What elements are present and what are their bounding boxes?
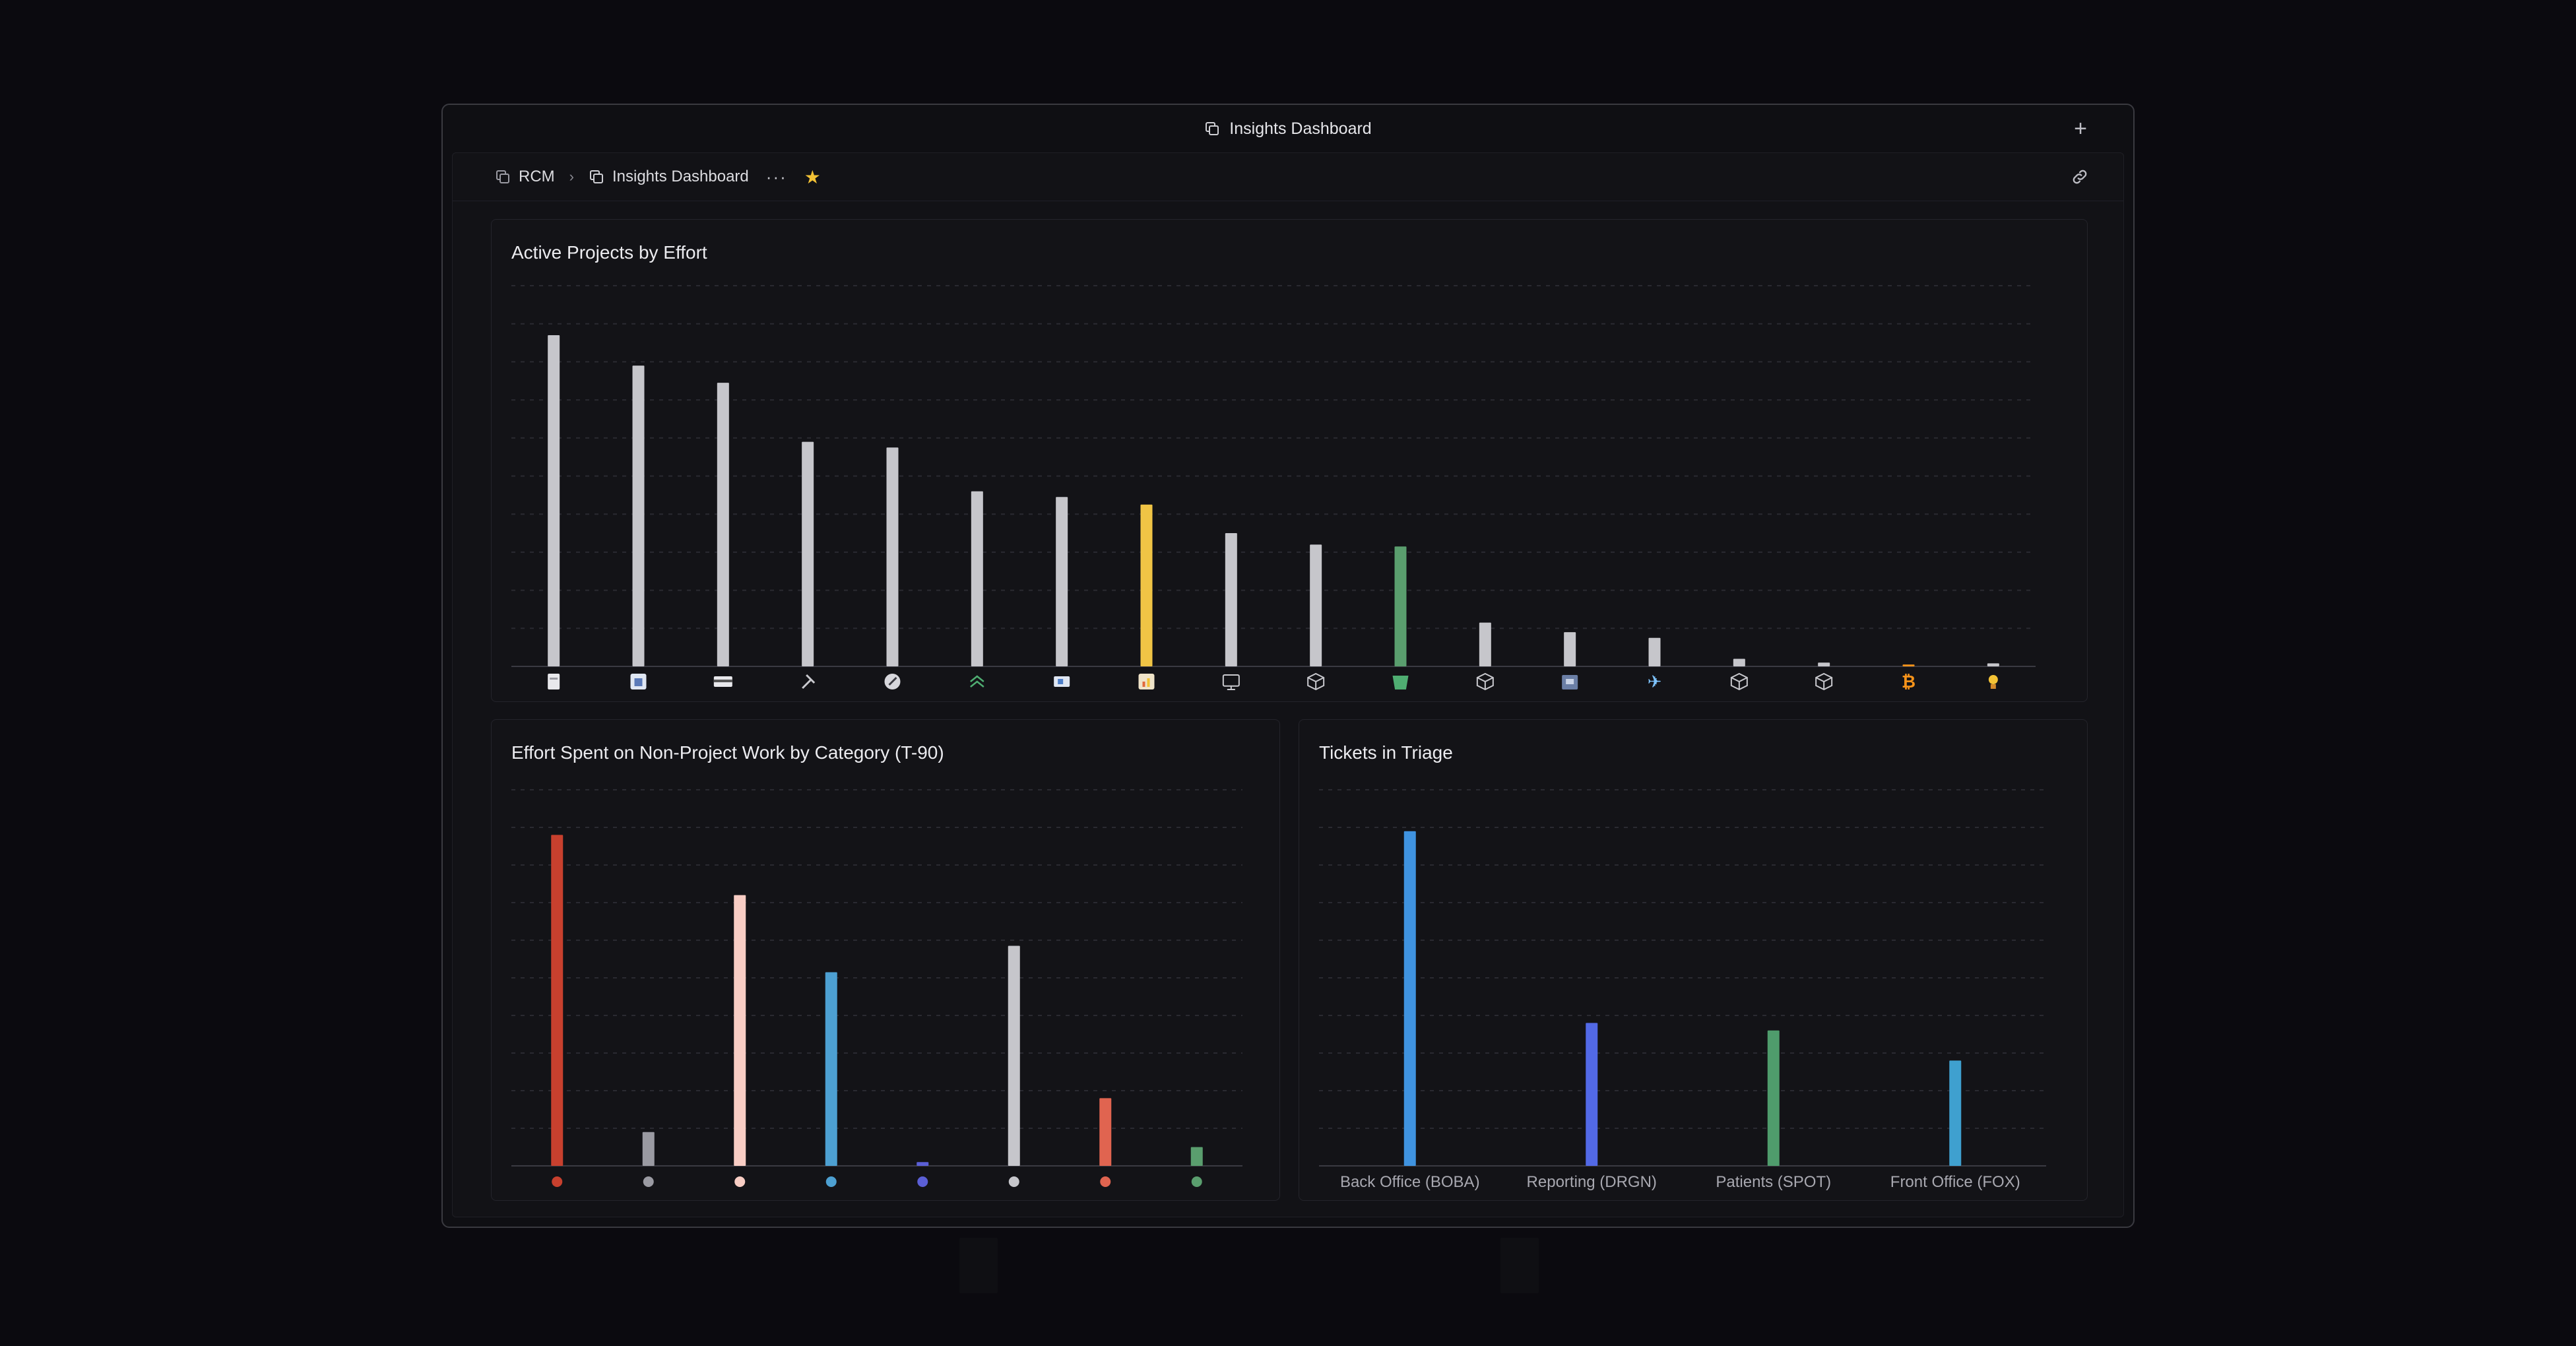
bar[interactable]: [1733, 658, 1745, 666]
bar[interactable]: [1008, 945, 1020, 1166]
calendar-icon: [630, 674, 647, 689]
breadcrumb-current-label: Insights Dashboard: [612, 168, 749, 185]
monitor-stand-right: [1500, 1238, 1539, 1293]
cube-icon: [1307, 672, 1325, 691]
building-icon: [1562, 675, 1578, 689]
category-dot: [917, 1176, 928, 1187]
category-dot: [552, 1176, 563, 1187]
bar[interactable]: [1394, 546, 1407, 666]
new-tab-button[interactable]: +: [2074, 116, 2087, 141]
cube-icon: [1815, 672, 1833, 691]
id-card-icon: [1054, 676, 1070, 687]
cube-icon: [1476, 672, 1494, 691]
x-tick-label: Back Office (BOBA): [1340, 1173, 1480, 1191]
chart-icon: [1138, 674, 1155, 689]
chevrons-up-icon: [970, 675, 984, 688]
bar[interactable]: [825, 972, 837, 1166]
chart-title: Active Projects by Effort: [511, 242, 707, 263]
airplane-icon: ✈: [1648, 672, 1662, 691]
bar[interactable]: [1479, 622, 1491, 666]
bucket-icon: [1392, 676, 1409, 689]
app-window: Insights Dashboard + RCM › Insights Dash…: [441, 104, 2135, 1228]
bar[interactable]: [1818, 662, 1830, 666]
bar[interactable]: [1648, 637, 1661, 666]
non-project-effort-card: Effort Spent on Non-Project Work by Cate…: [491, 719, 1280, 1201]
pages-icon: [496, 170, 509, 183]
monitor-stand-left: [959, 1238, 998, 1293]
breadcrumb: RCM › Insights Dashboard ··· ★: [453, 153, 2123, 201]
document-icon: [548, 674, 560, 689]
link-icon[interactable]: [2071, 168, 2089, 186]
category-dot: [734, 1176, 746, 1187]
bar[interactable]: [1586, 1023, 1598, 1166]
category-dot: [1191, 1176, 1202, 1187]
svg-text:₿: ₿: [1902, 672, 1916, 691]
tickets-triage-card: Tickets in Triage Back Office (BOBA) Repo…: [1299, 719, 2088, 1201]
window-title-text: Insights Dashboard: [1229, 119, 1372, 138]
bar[interactable]: [551, 835, 564, 1166]
active-projects-card: Active Projects by Effort ✈ ₿: [491, 219, 2088, 702]
star-icon[interactable]: ★: [804, 166, 821, 187]
bar[interactable]: [1949, 1060, 1962, 1166]
breadcrumb-root[interactable]: RCM: [495, 168, 555, 186]
pages-icon: [1206, 122, 1219, 135]
dashboard-area: RCM › Insights Dashboard ··· ★ Active Pr…: [452, 152, 2124, 1217]
breadcrumb-current[interactable]: Insights Dashboard: [589, 168, 749, 186]
category-dot: [643, 1176, 654, 1187]
bar[interactable]: [1099, 1098, 1112, 1166]
hammer-icon: [802, 674, 816, 689]
bar[interactable]: [1564, 632, 1576, 666]
active-projects-chart: ✈ ₿: [511, 285, 2036, 691]
bar[interactable]: [1902, 664, 1915, 666]
breadcrumb-root-label: RCM: [519, 168, 555, 185]
bar[interactable]: [734, 895, 746, 1166]
x-tick-label: Front Office (FOX): [1890, 1173, 2020, 1191]
compass-icon: [884, 674, 901, 689]
bar[interactable]: [802, 441, 814, 666]
bar[interactable]: [1767, 1030, 1780, 1166]
bar[interactable]: [971, 491, 983, 666]
bar[interactable]: [1225, 533, 1237, 666]
bitcoin-icon: ₿: [1902, 672, 1916, 691]
chart-title: Tickets in Triage: [1319, 742, 1453, 763]
bar[interactable]: [917, 1162, 929, 1166]
category-dot: [825, 1176, 837, 1187]
window-title: Insights Dashboard: [1204, 119, 1372, 139]
bar[interactable]: [548, 335, 560, 666]
bar[interactable]: [1190, 1147, 1203, 1167]
non-project-effort-chart: [511, 789, 1242, 1187]
chart-title: Effort Spent on Non-Project Work by Cate…: [511, 742, 944, 763]
pages-icon: [589, 170, 603, 183]
category-dot: [1008, 1176, 1019, 1187]
bar[interactable]: [1403, 831, 1416, 1166]
x-tick-label: Reporting (DRGN): [1527, 1173, 1657, 1191]
chevron-right-icon: ›: [569, 168, 574, 185]
bar[interactable]: [632, 366, 645, 666]
bar[interactable]: [1310, 544, 1322, 666]
card-icon: [713, 676, 732, 687]
bar[interactable]: [717, 383, 729, 666]
title-bar: Insights Dashboard +: [443, 105, 2133, 152]
more-options-button[interactable]: ···: [765, 166, 787, 187]
bar[interactable]: [1987, 663, 1999, 666]
monitor-icon: [1222, 674, 1240, 690]
x-tick-label: Patients (SPOT): [1716, 1173, 1831, 1191]
bar[interactable]: [886, 447, 899, 666]
bar[interactable]: [1056, 497, 1068, 666]
lightbulb-icon: [1988, 675, 1998, 689]
category-dot: [1100, 1176, 1111, 1187]
bar[interactable]: [1140, 504, 1153, 666]
svg-text:✈: ✈: [1648, 672, 1662, 691]
bar[interactable]: [642, 1132, 655, 1166]
cube-icon: [1730, 672, 1748, 691]
tickets-triage-chart: Back Office (BOBA) Reporting (DRGN) Patien…: [1319, 789, 2046, 1191]
